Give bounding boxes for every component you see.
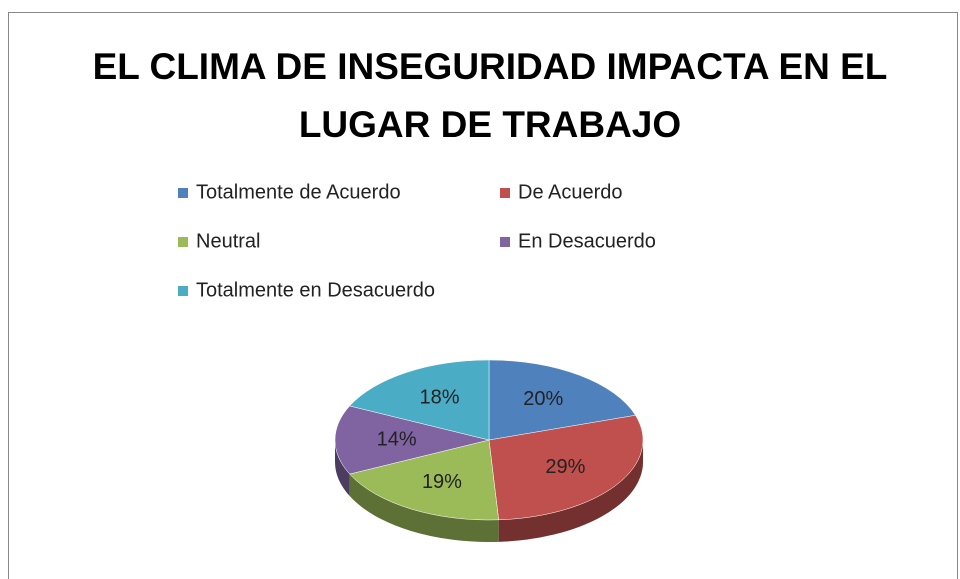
legend-label: Totalmente en Desacuerdo — [196, 279, 435, 301]
legend-label: En Desacuerdo — [518, 230, 656, 252]
legend-swatch — [178, 237, 188, 247]
slice-side — [498, 440, 643, 542]
legend-label: De Acuerdo — [518, 181, 623, 203]
legend-swatch — [178, 286, 188, 296]
legend-label: Totalmente de Acuerdo — [196, 181, 401, 203]
legend-label: Neutral — [196, 230, 260, 252]
legend-swatch — [178, 188, 188, 198]
chart-frame — [8, 12, 958, 579]
legend-swatch — [500, 188, 510, 198]
chart-title: EL CLIMA DE INSEGURIDAD IMPACTA EN EL LU… — [92, 46, 888, 145]
slice-side — [349, 474, 499, 542]
slice — [349, 439, 499, 521]
slice — [334, 405, 490, 475]
slice — [349, 359, 490, 441]
legend-swatch — [500, 237, 510, 247]
slice — [488, 415, 644, 521]
slice-side — [335, 440, 350, 497]
data-label: 29% — [545, 456, 585, 478]
slice — [488, 359, 636, 441]
data-label: 20% — [523, 388, 563, 410]
data-label: 19% — [422, 471, 462, 493]
data-label: 14% — [377, 428, 417, 450]
data-label: 18% — [419, 386, 459, 408]
